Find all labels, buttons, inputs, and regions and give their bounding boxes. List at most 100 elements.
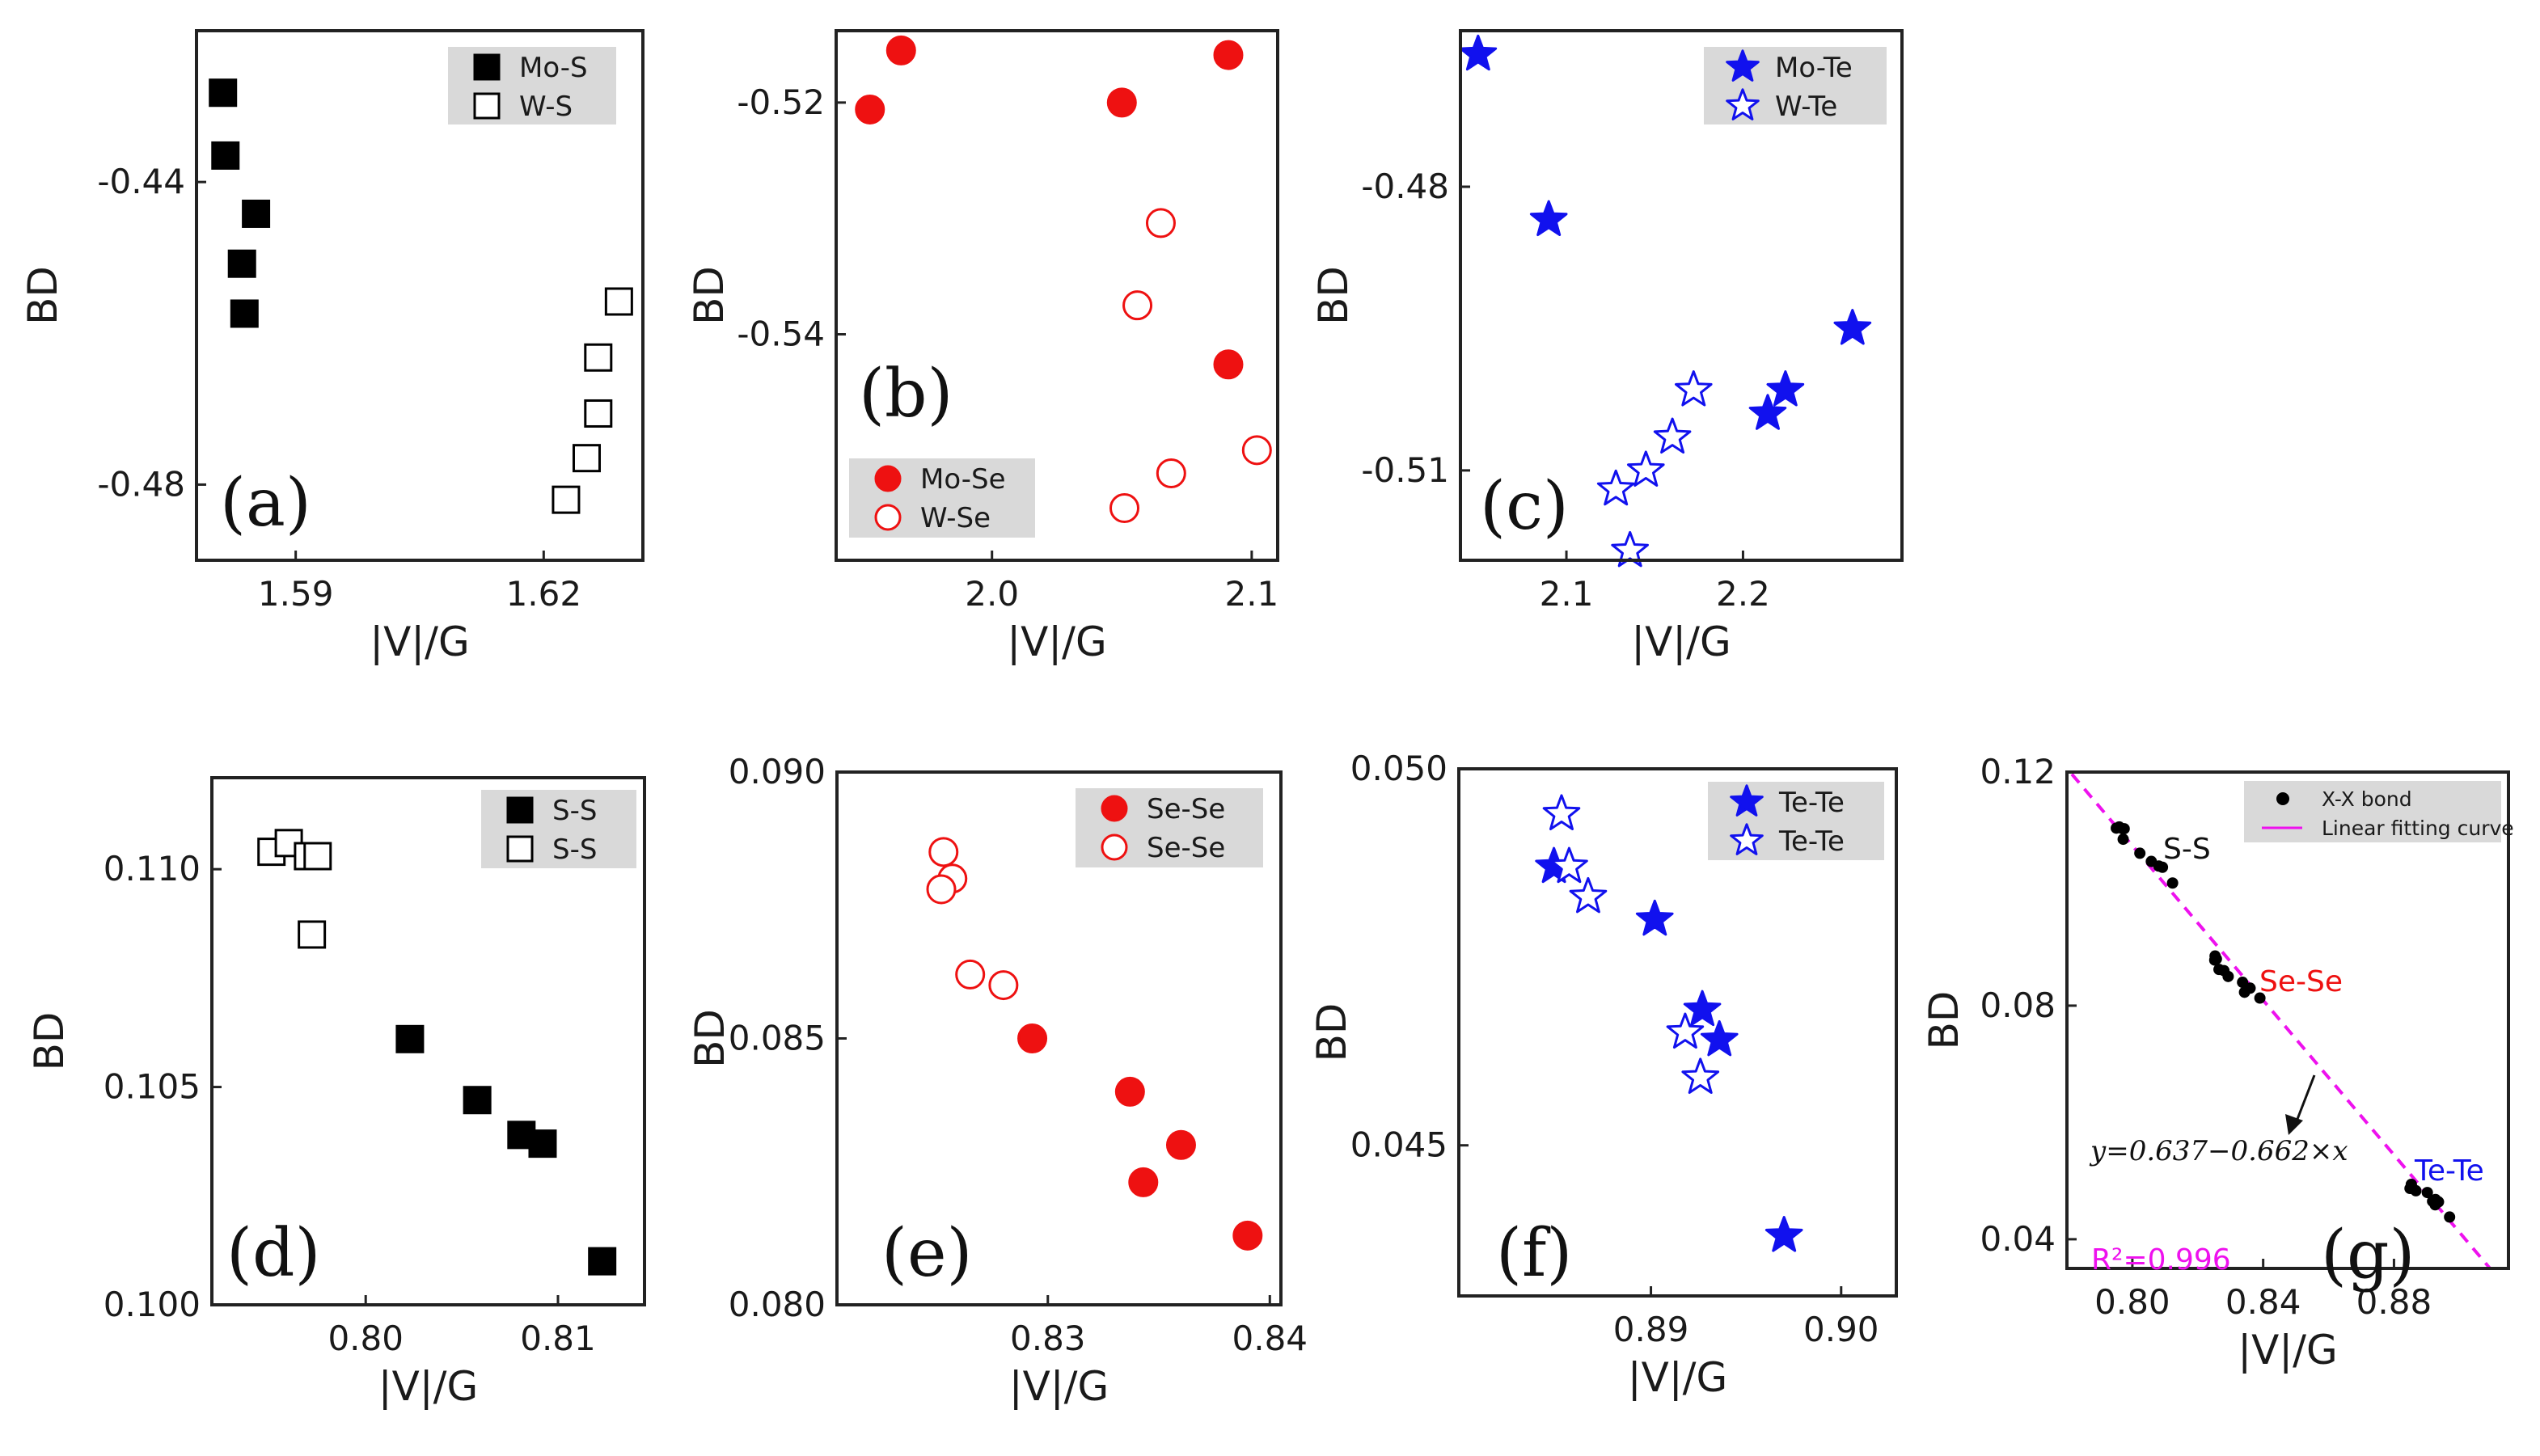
legend: Mo-Se W-Se <box>874 463 1006 534</box>
legend-label: W-Se <box>920 502 991 534</box>
data-point-se-se-filled <box>1128 1167 1159 1197</box>
y-tick-label: 0.090 <box>729 752 826 791</box>
data-point-se-se-open <box>926 874 957 905</box>
data-point-se-se-open <box>955 959 986 990</box>
legend-label: Se-Se <box>1147 832 1225 864</box>
legend-label: X-X bond <box>2322 787 2412 811</box>
label-te-te: Te-Te <box>2414 1154 2484 1188</box>
y-tick-label: 0.110 <box>104 849 201 888</box>
data-point-te-te-open <box>1666 1012 1705 1049</box>
panel-c: 2.1 2.2 -0.48 -0.51 |V|/G BD (c) Mo-Te W-Te <box>1310 29 1904 665</box>
legend-label: Linear fitting curve <box>2322 817 2514 840</box>
data-point-mo-se-filled <box>855 94 885 124</box>
panel-label: (c) <box>1480 468 1569 545</box>
legend-label: S-S <box>552 834 597 866</box>
data-point-w-s-open <box>604 287 633 316</box>
y-tick-label: -0.54 <box>737 314 825 354</box>
panel-label: (e) <box>881 1215 973 1292</box>
legend: S-S S-S <box>506 795 597 866</box>
data-point-w-se-open <box>1241 435 1272 466</box>
data-point-mo-s-filled <box>227 249 256 278</box>
legend-marker <box>1726 88 1760 120</box>
legend-marker <box>874 465 902 492</box>
data-point-w-s-open <box>572 444 601 473</box>
x-axis-title: |V|/G <box>1007 618 1107 665</box>
data-point-mo-se-filled <box>1213 349 1244 380</box>
legend-marker <box>473 92 501 120</box>
y-tick-label: 0.080 <box>729 1285 826 1324</box>
y-tick-label: 0.08 <box>1980 985 2056 1025</box>
data-point-s-s-open <box>298 920 327 949</box>
legend: Te-Te Te-Te <box>1730 784 1845 858</box>
legend-label: Se-Se <box>1147 793 1225 825</box>
legend-marker <box>1101 834 1128 861</box>
legend-marker <box>1101 795 1128 822</box>
legend-label: Te-Te <box>1778 787 1845 819</box>
legend-marker <box>2276 792 2289 805</box>
data-point-w-te-open <box>1653 417 1692 454</box>
data-point-w-te-open <box>1627 450 1665 487</box>
data-point-se-se-filled <box>1165 1129 1196 1160</box>
legend-marker <box>506 796 534 824</box>
y-tick-label: -0.48 <box>97 464 185 504</box>
y-tick-label: 0.04 <box>1980 1219 2056 1259</box>
data-point-mo-s-filled <box>209 78 238 108</box>
x-tick-label: 2.1 <box>1224 574 1278 614</box>
data-point-te-te-filled <box>1683 990 1722 1027</box>
data-point-x-x-bond-filled <box>2157 861 2169 873</box>
y-tick-label: -0.52 <box>737 82 825 122</box>
data-point-w-se-open <box>1109 493 1140 524</box>
y-axis-title: BD <box>686 266 733 325</box>
data-point-mo-te-filled <box>1748 394 1787 430</box>
y-axis-title: BD <box>19 266 66 325</box>
y-axis-title: BD <box>687 1009 733 1068</box>
legend: Mo-Te W-Te <box>1726 49 1853 123</box>
plot-frame <box>1459 29 1904 562</box>
y-tick-label: -0.51 <box>1361 450 1449 490</box>
data-point-x-x-bond-filled <box>2222 970 2234 982</box>
panel-label: (d) <box>226 1215 320 1292</box>
x-tick-label: 1.59 <box>258 574 334 614</box>
legend-label: Te-Te <box>1778 825 1845 858</box>
panel-f: 0.89 0.90 0.045 0.050 |V|/G BD (f) Te-Te Te-Te <box>1308 749 1898 1401</box>
x-axis-title: |V|/G <box>1628 1354 1728 1401</box>
panel-label: (g) <box>2321 1217 2415 1294</box>
x-tick-label: 1.62 <box>506 574 582 614</box>
y-tick-label: 0.045 <box>1350 1125 1448 1165</box>
data-point-mo-te-filled <box>1459 34 1498 71</box>
legend-label: Mo-Se <box>920 463 1006 496</box>
data-point-te-te-filled <box>1700 1019 1739 1057</box>
label-s-s: S-S <box>2163 833 2211 866</box>
data-point-se-se-filled <box>1017 1023 1048 1053</box>
data-point-x-x-bond-filled <box>2118 823 2130 835</box>
data-point-s-s-filled <box>395 1024 425 1053</box>
data-point-mo-s-filled <box>211 141 240 170</box>
data-point-mo-te-filled <box>1766 370 1805 407</box>
data-point-w-se-open <box>1156 458 1186 489</box>
data-point-w-te-open <box>1611 530 1649 568</box>
linear-fit-line <box>2068 772 2492 1268</box>
data-point-se-se-open <box>928 837 959 867</box>
data-point-se-se-filled <box>1114 1076 1145 1107</box>
x-tick-label: 0.80 <box>328 1319 404 1358</box>
legend-label: Mo-Te <box>1775 52 1853 84</box>
data-point-w-se-open <box>1122 290 1153 321</box>
data-point-x-x-bond-filled <box>2208 954 2221 966</box>
data-point-te-te-open <box>1542 794 1581 830</box>
x-tick-label: 2.2 <box>1716 574 1770 614</box>
x-tick-label: 0.84 <box>1232 1319 1308 1358</box>
annotation-arrow-shaft <box>2293 1074 2316 1126</box>
data-point-mo-s-filled <box>242 199 271 228</box>
legend-label: W-Te <box>1775 91 1837 123</box>
panel-d: 0.80 0.81 0.100 0.105 0.110 |V|/G BD (d) S-S S-S <box>26 776 646 1410</box>
legend: Se-Se Se-Se <box>1101 793 1225 864</box>
panel-label: (f) <box>1496 1215 1572 1292</box>
y-tick-label: 0.105 <box>104 1067 201 1107</box>
legend-marker <box>1726 49 1760 82</box>
legend-label: W-S <box>519 91 573 123</box>
data-point-mo-te-filled <box>1833 309 1872 345</box>
data-point-w-s-open <box>584 343 613 372</box>
panel-e: 0.83 0.840.0800.0850.090|V|/GBD(e)Se-SeSe… <box>687 752 1308 1410</box>
x-tick-label: 0.83 <box>1010 1319 1086 1358</box>
